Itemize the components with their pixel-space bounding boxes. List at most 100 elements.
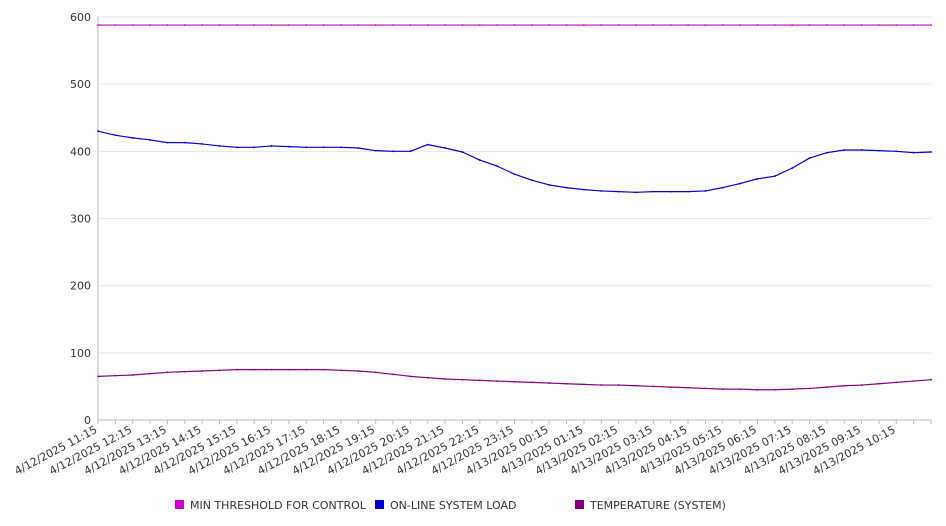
data-point — [270, 24, 273, 26]
y-tick-label: 400 — [70, 145, 91, 158]
data-point — [930, 378, 932, 381]
data-point — [392, 24, 394, 26]
data-point — [305, 24, 308, 26]
data-point — [340, 369, 342, 372]
data-point — [687, 24, 689, 26]
data-point — [461, 378, 464, 381]
data-point — [374, 24, 377, 26]
data-point — [721, 186, 724, 189]
series-0 — [97, 24, 932, 26]
data-point — [669, 190, 672, 193]
y-tick-label: 300 — [70, 213, 91, 226]
y-axis: 0 100 200 300 400 500 600 — [70, 11, 99, 427]
data-point — [97, 375, 99, 378]
data-point — [235, 368, 238, 371]
data-point — [513, 380, 516, 383]
data-point — [461, 24, 464, 26]
data-point — [756, 388, 759, 391]
data-point — [878, 24, 880, 26]
legend-label: ON-LINE SYSTEM LOAD — [390, 499, 516, 512]
data-point — [513, 24, 516, 26]
data-point — [270, 368, 273, 371]
data-point — [600, 384, 603, 386]
legend-item: TEMPERATURE (SYSTEM) — [575, 499, 726, 512]
data-point — [322, 146, 325, 149]
data-point — [201, 24, 204, 26]
y-tick-label: 500 — [70, 78, 91, 91]
data-point — [218, 369, 221, 372]
data-point — [357, 24, 360, 26]
data-point — [183, 24, 186, 26]
data-point — [426, 24, 429, 26]
data-point — [860, 149, 863, 151]
data-point — [583, 24, 585, 26]
data-point — [773, 388, 776, 391]
data-point — [895, 150, 898, 153]
legend-label: MIN THRESHOLD FOR CONTROL — [190, 499, 367, 512]
data-point — [878, 149, 880, 152]
data-point — [617, 190, 620, 193]
data-point — [600, 24, 603, 26]
data-point — [843, 149, 846, 151]
data-point — [409, 24, 412, 26]
data-point — [635, 191, 637, 194]
data-point — [149, 372, 151, 375]
data-point — [721, 388, 724, 391]
y-tick-label: 0 — [84, 414, 91, 427]
data-point — [166, 371, 169, 374]
data-point — [530, 381, 533, 384]
data-point — [739, 182, 742, 185]
data-point — [287, 24, 290, 26]
data-point — [652, 190, 655, 193]
data-point — [860, 384, 863, 386]
grid-lines — [98, 16, 931, 354]
data-point — [114, 374, 117, 377]
data-point — [687, 386, 689, 389]
data-point — [374, 149, 377, 152]
data-point — [409, 150, 412, 153]
data-point — [322, 24, 325, 26]
x-axis: 4/12/2025 11:154/12/2025 12:154/12/2025 … — [12, 419, 932, 478]
data-point — [652, 385, 655, 388]
data-point — [791, 388, 794, 391]
data-point — [825, 24, 828, 26]
data-point — [305, 368, 308, 371]
data-point — [305, 146, 308, 149]
series-2 — [97, 368, 932, 391]
data-point — [131, 374, 134, 376]
data-point — [444, 24, 446, 26]
legend-swatch — [375, 500, 384, 509]
data-point — [114, 134, 117, 137]
data-point — [166, 24, 169, 26]
data-point — [530, 179, 533, 182]
data-point — [340, 24, 342, 26]
data-point — [808, 387, 811, 390]
data-point — [357, 370, 360, 372]
data-point — [669, 386, 672, 388]
data-point — [253, 146, 256, 149]
data-point — [235, 24, 238, 26]
data-point — [218, 145, 221, 147]
data-point — [791, 167, 794, 170]
series-line — [97, 369, 932, 391]
data-point — [773, 24, 776, 26]
data-point — [183, 370, 186, 373]
y-tick-label: 100 — [70, 347, 91, 360]
data-point — [235, 146, 238, 149]
data-point — [287, 368, 290, 371]
legend-swatch — [575, 500, 584, 509]
data-point — [773, 175, 776, 178]
data-point — [704, 190, 707, 192]
data-point — [912, 24, 915, 26]
data-point — [843, 384, 846, 387]
data-point — [496, 24, 499, 26]
data-point — [895, 381, 898, 384]
data-point — [183, 141, 186, 144]
data-point — [617, 384, 620, 386]
data-point — [912, 380, 915, 382]
data-point — [825, 151, 828, 154]
data-point — [548, 184, 551, 186]
data-point — [513, 173, 516, 176]
data-point — [131, 137, 134, 139]
